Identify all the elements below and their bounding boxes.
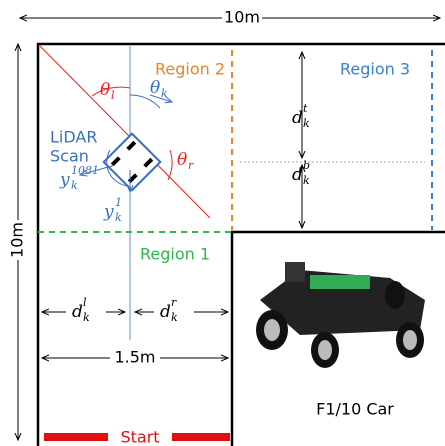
symbol-sub: r [188, 159, 194, 172]
region-label: Region 1 [140, 245, 210, 264]
symbol-base: θ [177, 150, 187, 170]
start-bar [172, 433, 230, 441]
symbol-sub: k [161, 87, 168, 100]
start-label: Start [120, 428, 159, 446]
dim-label: 10m [224, 8, 260, 27]
page: {"dimensions":{"top":"10m","left":"10m",… [0, 0, 445, 446]
symbol-sub: k [303, 117, 310, 130]
symbol: θl [100, 80, 115, 103]
symbol-sup: b [303, 159, 310, 172]
car-box [104, 134, 161, 191]
region-label: Region 3 [340, 60, 410, 79]
symbol: y1081 k [59, 164, 99, 192]
symbol: θr [177, 150, 194, 173]
symbol-base: d [160, 302, 171, 322]
symbol-base: d [292, 165, 303, 185]
symbol-sub: k [83, 311, 90, 324]
symbol-sub: l [111, 89, 115, 102]
car-label: F1/10 Car [316, 400, 394, 419]
symbol-sub: k [171, 311, 178, 324]
symbol-sup: 1081 [71, 164, 99, 177]
symbol: θk [150, 78, 168, 101]
symbol-sub: k [115, 211, 122, 224]
symbol-base: y [59, 170, 70, 190]
car-photo [256, 262, 425, 368]
region-label: Region 2 [155, 60, 225, 79]
symbol-sub: k [71, 179, 78, 192]
dim-label: 10m [8, 222, 27, 258]
symbol-base: θ [100, 80, 110, 100]
symbol-sup: t [303, 102, 308, 115]
symbol-sub: k [303, 174, 310, 187]
symbol-base: d [72, 302, 83, 322]
symbol-sup: r [171, 296, 177, 309]
symbol-base: d [292, 108, 303, 128]
track [38, 44, 445, 446]
lidar-label: Scan [50, 147, 89, 166]
symbol-sup: 1 [115, 196, 122, 209]
symbol-sup: l [83, 296, 87, 309]
symbol-base: θ [150, 78, 160, 98]
dim-label: 1.5m [114, 348, 155, 367]
diagram: 10m 10m Region 2 Region 3 Region 1 LiDAR… [0, 0, 445, 446]
symbol-base: y [103, 202, 114, 222]
start-bar [44, 433, 108, 441]
symbol: y1 k [103, 196, 122, 224]
lidar-label: LiDAR [50, 128, 97, 147]
